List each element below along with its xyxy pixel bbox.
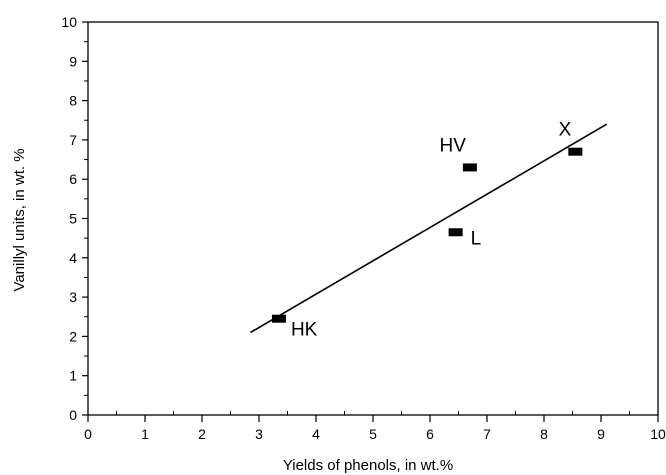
data-point-hv bbox=[462, 163, 477, 172]
point-label-x: X bbox=[559, 120, 572, 141]
x-tick-label: 7 bbox=[483, 426, 491, 442]
tick-labels: 0 1 2 3 4 5 6 7 8 9 10 0 1 2 3 4 5 6 7 8 9 10 bbox=[61, 14, 666, 442]
y-axis-title: Vanillyl units, in wt. % bbox=[11, 148, 28, 291]
y-tick-label: 5 bbox=[69, 211, 77, 227]
x-tick-label: 8 bbox=[540, 426, 548, 442]
point-labels: HK L HV X bbox=[291, 120, 572, 341]
y-tick-label: 9 bbox=[69, 53, 77, 69]
x-tick-label: 2 bbox=[198, 426, 206, 442]
data-point-hk bbox=[271, 314, 286, 323]
point-label-hk: HK bbox=[291, 320, 318, 341]
y-tick-label: 4 bbox=[69, 250, 77, 266]
y-tick-label: 7 bbox=[69, 132, 77, 148]
x-tick-label: 1 bbox=[141, 426, 149, 442]
trend-line bbox=[250, 123, 608, 334]
y-tick-label: 6 bbox=[69, 171, 77, 187]
x-tick-label: 9 bbox=[597, 426, 605, 442]
x-tick-label: 10 bbox=[650, 426, 666, 442]
y-tick-label: 10 bbox=[61, 14, 77, 30]
point-label-l: L bbox=[471, 228, 482, 249]
plot-frame bbox=[87, 21, 659, 416]
x-tick-label: 4 bbox=[312, 426, 320, 442]
x-tick-label: 5 bbox=[369, 426, 377, 442]
x-tick-label: 6 bbox=[426, 426, 434, 442]
y-tick-label: 2 bbox=[69, 328, 77, 344]
y-tick-label: 8 bbox=[69, 93, 77, 109]
data-points bbox=[271, 147, 583, 323]
y-tick-label: 0 bbox=[69, 407, 77, 423]
y-tick-label: 1 bbox=[69, 368, 77, 384]
x-tick-label: 3 bbox=[255, 426, 263, 442]
x-axis-title: Yields of phenols, in wt.% bbox=[283, 457, 453, 474]
x-tick-label: 0 bbox=[84, 426, 92, 442]
y-tick-label: 3 bbox=[69, 289, 77, 305]
point-label-hv: HV bbox=[439, 135, 466, 156]
axis-ticks bbox=[82, 21, 659, 422]
data-point-x bbox=[568, 147, 583, 156]
data-point-l bbox=[448, 228, 463, 237]
